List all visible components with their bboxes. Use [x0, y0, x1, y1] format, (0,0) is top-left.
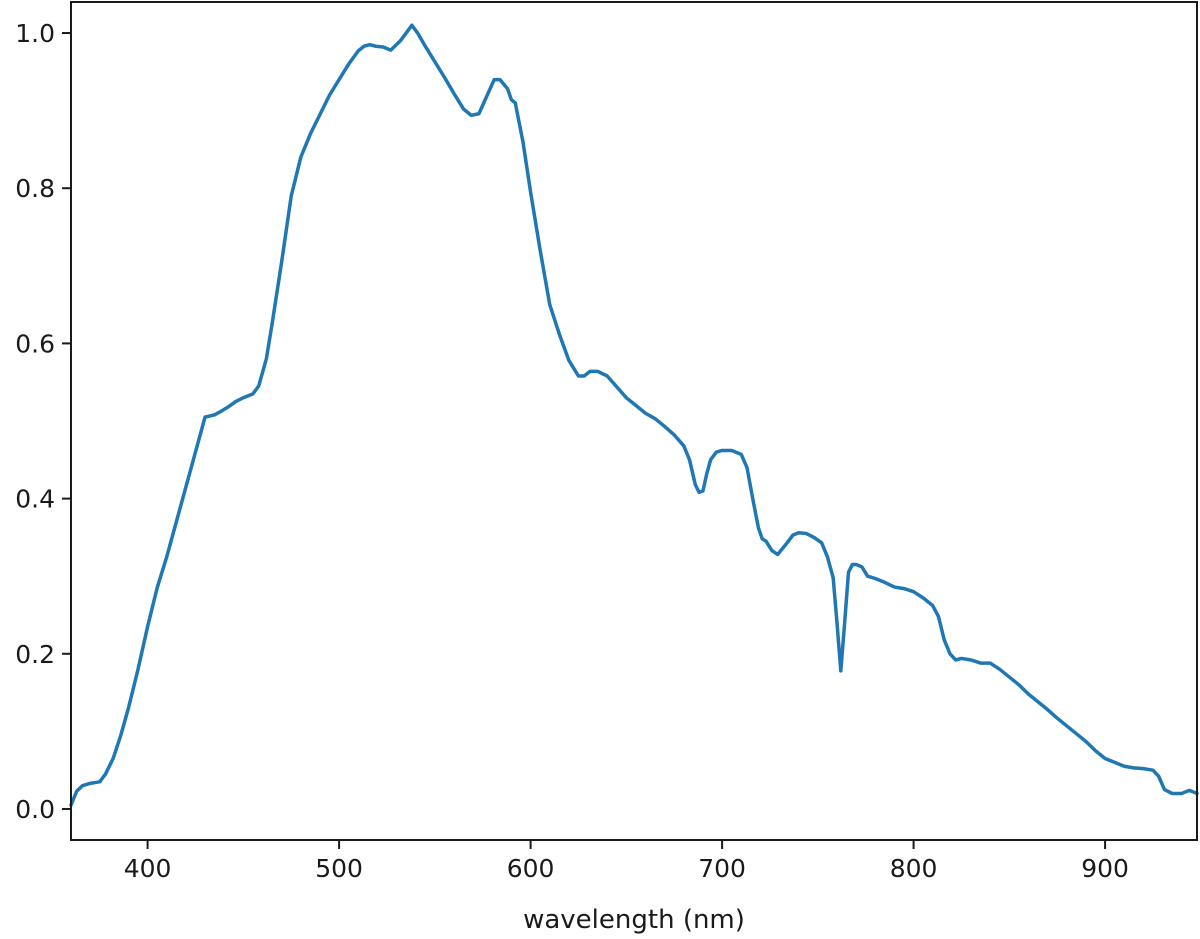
x-tick-label: 500	[315, 854, 363, 883]
x-axis-title: wavelength (nm)	[523, 905, 745, 935]
y-tick-label: 0.8	[15, 174, 55, 203]
y-tick-label: 0.0	[15, 795, 55, 824]
x-tick-label: 400	[124, 854, 172, 883]
y-tick-label: 0.6	[15, 329, 55, 358]
x-axis-ticks: 400 500 600 700 800 900	[124, 840, 1129, 883]
spectrum-line	[69, 23, 1199, 807]
y-tick-label: 0.2	[15, 640, 55, 669]
y-axis-ticks: 0.0 0.2 0.4 0.6 0.8 1.0	[15, 19, 71, 824]
x-tick-label: 800	[890, 854, 938, 883]
plot-frame	[70, 1, 1198, 841]
x-tick-label: 900	[1081, 854, 1129, 883]
y-tick-label: 1.0	[15, 19, 55, 48]
y-tick-label: 0.4	[15, 485, 55, 514]
x-tick-label: 700	[698, 854, 746, 883]
x-tick-label: 600	[507, 854, 555, 883]
